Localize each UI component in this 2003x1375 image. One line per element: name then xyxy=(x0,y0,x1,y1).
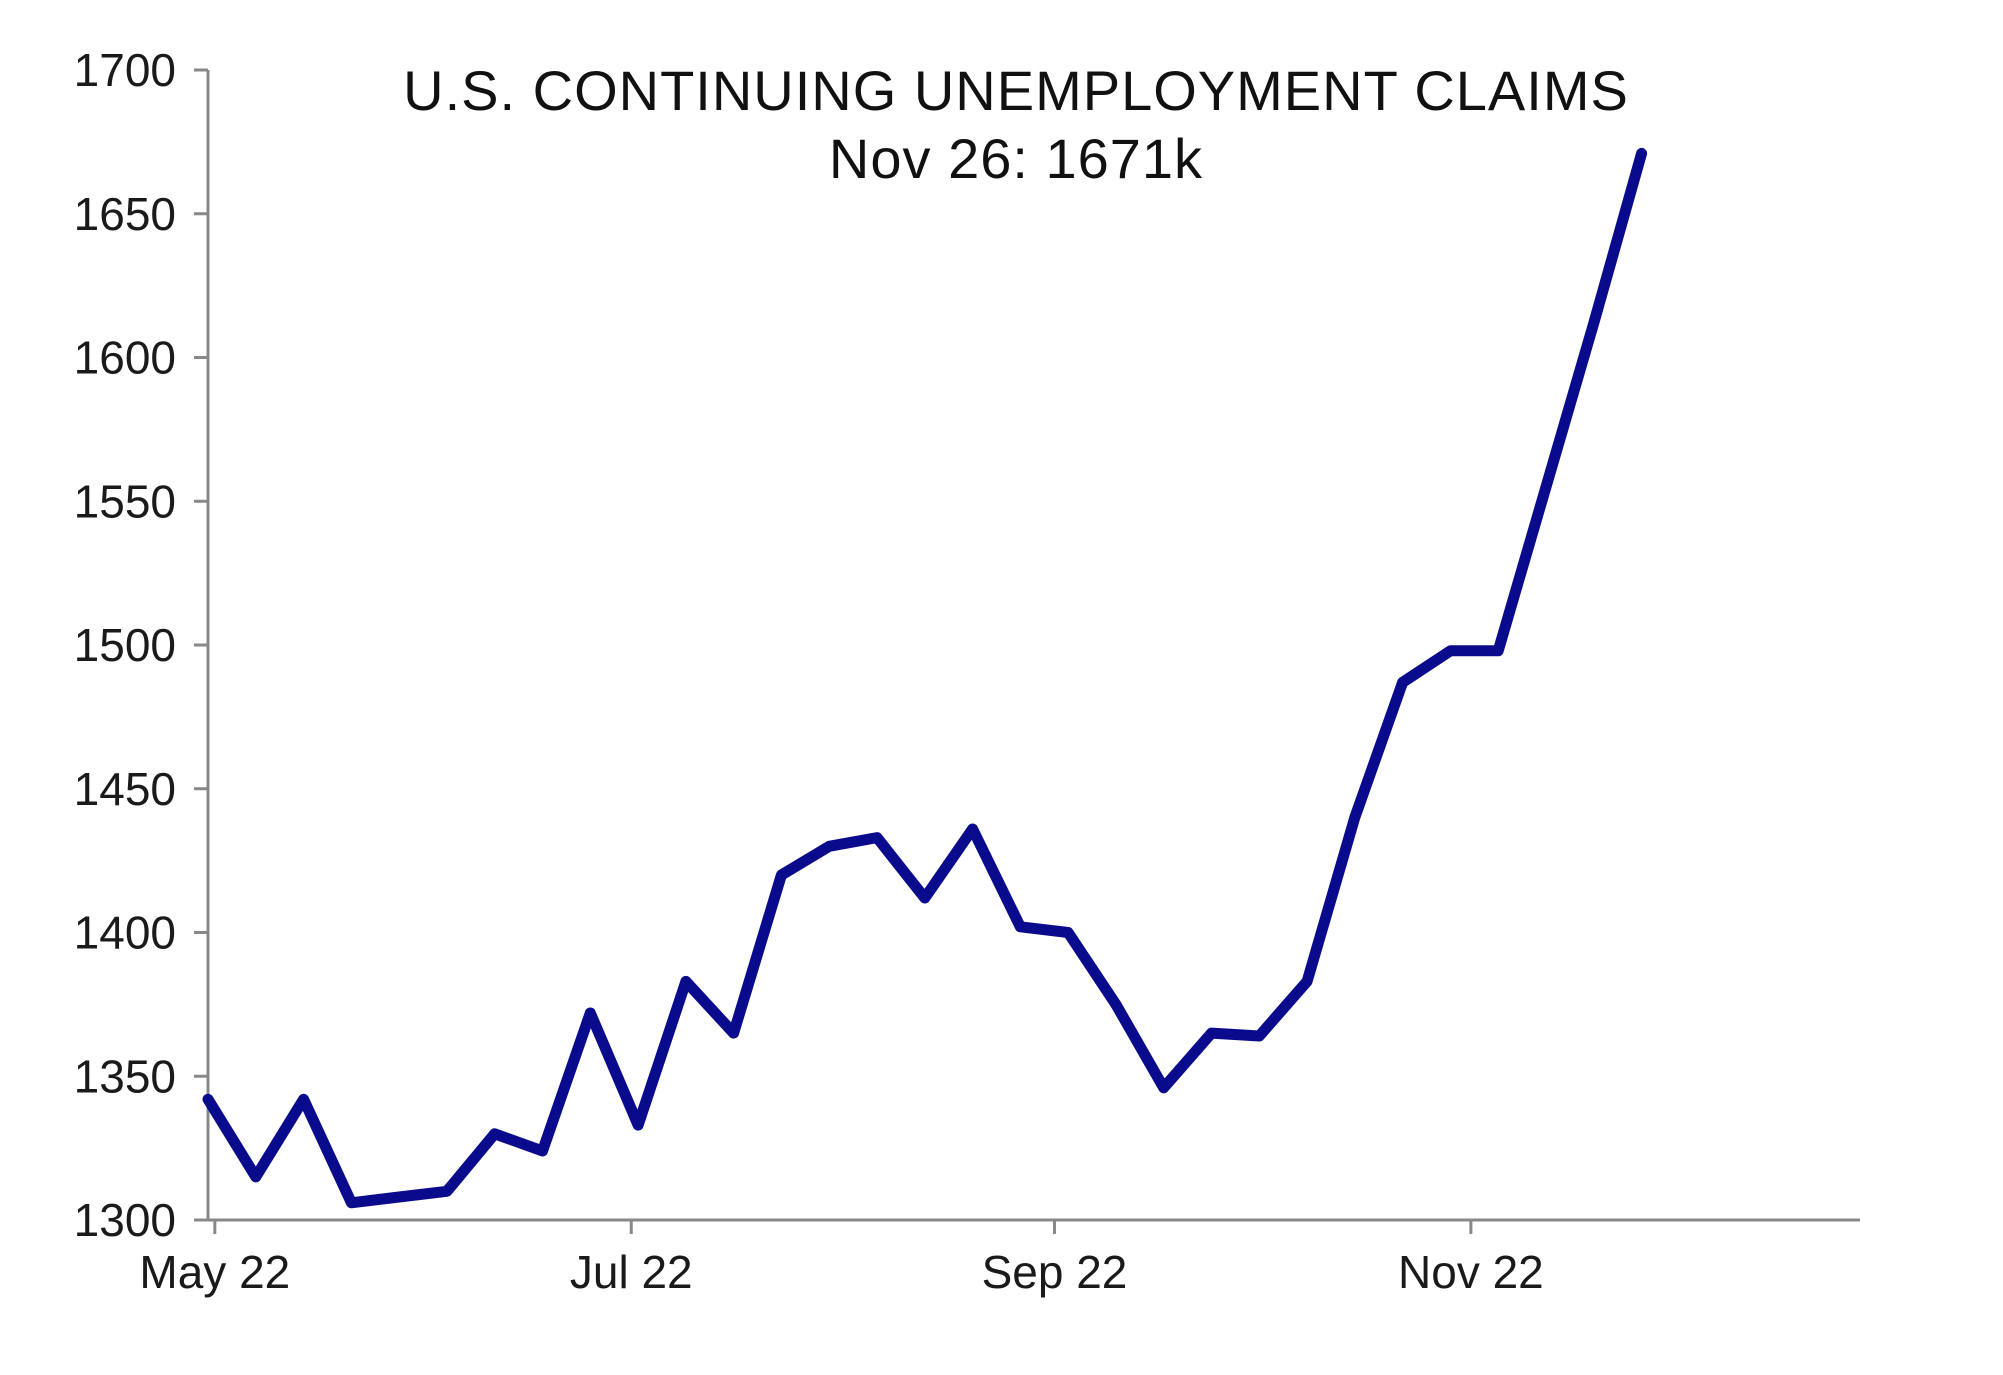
y-tick-label: 1400 xyxy=(74,907,176,959)
series-line-0 xyxy=(202,147,1648,1209)
chart-title-group: U.S. CONTINUING UNEMPLOYMENT CLAIMS Nov … xyxy=(403,59,1629,190)
y-tick-label: 1650 xyxy=(74,188,176,240)
y-tick-label: 1450 xyxy=(74,763,176,815)
y-tick-label: 1600 xyxy=(74,332,176,384)
y-tick-label: 1500 xyxy=(74,619,176,671)
y-tick-label: 1350 xyxy=(74,1050,176,1102)
y-tick-label: 1300 xyxy=(74,1194,176,1246)
y-axis-ticks: 1300 1350 1400 1450 1500 1550 1600 1650 1700 xyxy=(74,44,208,1246)
series-group xyxy=(202,147,1648,1209)
chart-title: U.S. CONTINUING UNEMPLOYMENT CLAIMS xyxy=(403,59,1629,122)
chart-subtitle: Nov 26: 1671k xyxy=(829,127,1203,190)
x-tick-label: Jul 22 xyxy=(570,1246,693,1298)
y-tick-label: 1550 xyxy=(74,475,176,527)
x-tick-label: May 22 xyxy=(139,1246,290,1298)
y-tick-label: 1700 xyxy=(74,44,176,96)
x-tick-label: Sep 22 xyxy=(982,1246,1128,1298)
x-tick-label: Nov 22 xyxy=(1398,1246,1544,1298)
x-axis-ticks: May 22 Jul 22 Sep 22 Nov 22 xyxy=(139,1220,1544,1298)
